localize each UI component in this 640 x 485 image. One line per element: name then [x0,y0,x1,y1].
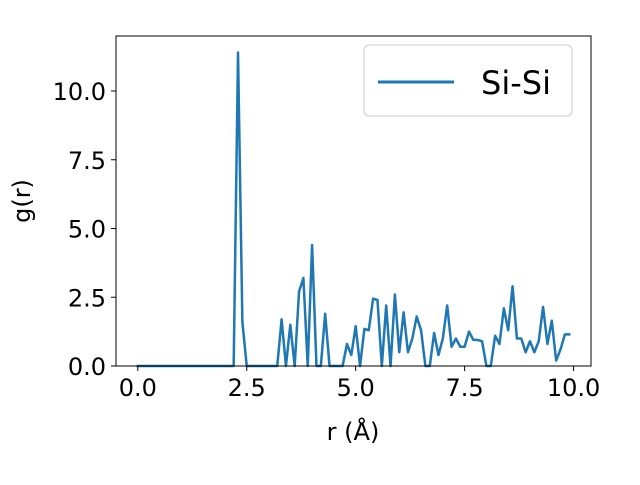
axes-frame [115,35,592,367]
y-axis: 0.0 2.5 5.0 7.5 10.0 [53,78,116,381]
y-tick-label: 0.0 [68,353,106,381]
y-tick-label: 2.5 [68,284,106,312]
x-tick-label: 5.0 [337,374,375,402]
y-tick-label: 7.5 [68,147,106,175]
legend-box [363,44,573,117]
x-tick-label: 7.5 [446,374,484,402]
x-axis-label: r (Å) [327,417,380,446]
x-axis: 0.0 2.5 5.0 7.5 10.0 [119,366,600,402]
legend-label: Si-Si [481,64,551,102]
y-tick-label: 10.0 [53,78,106,106]
legend: Si-Si [363,44,573,117]
x-tick-label: 10.0 [547,374,600,402]
y-tick-label: 5.0 [68,216,106,244]
x-tick-label: 2.5 [228,374,266,402]
y-axis-label: g(r) [8,179,36,223]
x-tick-label: 0.0 [119,374,157,402]
